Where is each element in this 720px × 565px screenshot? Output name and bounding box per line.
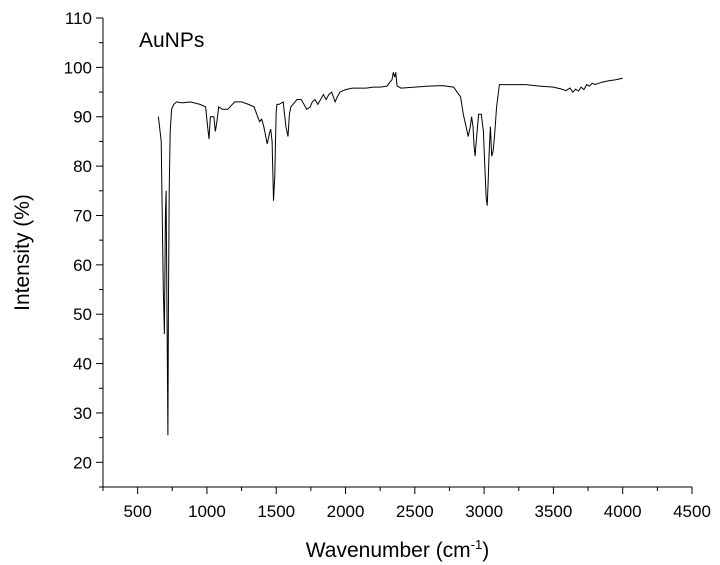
- x-tick-label: 2000: [327, 502, 365, 521]
- x-axis-title-main: Wavenumber (cm: [306, 539, 471, 562]
- spectrum-line: [157, 72, 623, 436]
- y-tick-label: 20: [73, 453, 92, 472]
- y-tick-label: 50: [73, 305, 92, 324]
- y-tick-label: 40: [73, 355, 92, 374]
- y-tick-label: 30: [73, 404, 92, 423]
- x-axis-title-superscript: -1: [471, 537, 483, 552]
- y-tick-label: 100: [64, 58, 92, 77]
- x-tick-label: 1500: [257, 502, 295, 521]
- y-tick-label: 90: [73, 108, 92, 127]
- y-tick-label: 110: [65, 9, 92, 28]
- y-tick-label: 60: [73, 256, 92, 275]
- y-axis-title: Intensity (%): [11, 194, 34, 311]
- y-axis-ticks: 20 30 40 50 60 70 80 90 100 110: [64, 9, 103, 488]
- x-tick-label: 500: [123, 502, 151, 521]
- x-tick-label: 2500: [396, 502, 434, 521]
- x-tick-label: 3000: [465, 502, 503, 521]
- x-tick-label: 4500: [673, 502, 711, 521]
- x-tick-label: 4000: [604, 502, 642, 521]
- y-tick-label: 80: [73, 157, 92, 176]
- x-tick-label: 1000: [188, 502, 226, 521]
- x-axis-title-end: ): [482, 539, 489, 562]
- y-tick-label: 70: [73, 206, 92, 225]
- x-axis-title: Wavenumber (cm-1): [306, 537, 490, 562]
- x-tick-label: 3500: [534, 502, 572, 521]
- x-axis-ticks: 500 1000 1500 2000 2500 3000 3500 4000 4500: [102, 487, 711, 521]
- plot-area: 20 30 40 50 60 70 80 90 100 110 500 1000 1500 2000 25…: [64, 9, 711, 521]
- annotation-label: AuNPs: [139, 29, 204, 52]
